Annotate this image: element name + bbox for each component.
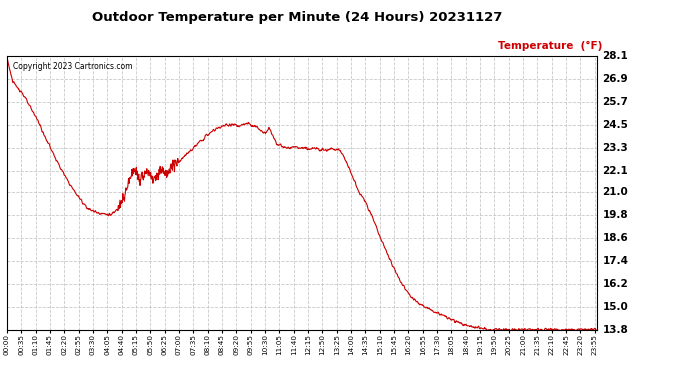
Text: 28.1: 28.1 [602,51,628,61]
Text: 16.2: 16.2 [602,279,628,289]
Text: 19.8: 19.8 [602,210,628,220]
Text: Copyright 2023 Cartronics.com: Copyright 2023 Cartronics.com [13,62,132,71]
Text: 17.4: 17.4 [602,256,629,266]
Text: 25.7: 25.7 [602,97,629,107]
Text: 23.3: 23.3 [602,143,628,153]
Text: 18.6: 18.6 [602,233,628,243]
Text: 22.1: 22.1 [602,166,628,176]
Text: Temperature  (°F): Temperature (°F) [498,41,603,51]
Text: Outdoor Temperature per Minute (24 Hours) 20231127: Outdoor Temperature per Minute (24 Hours… [92,11,502,24]
Text: 26.9: 26.9 [602,74,628,84]
Text: 21.0: 21.0 [602,187,628,197]
Text: 13.8: 13.8 [602,325,628,335]
Text: 15.0: 15.0 [602,302,628,312]
Text: 24.5: 24.5 [602,120,629,130]
